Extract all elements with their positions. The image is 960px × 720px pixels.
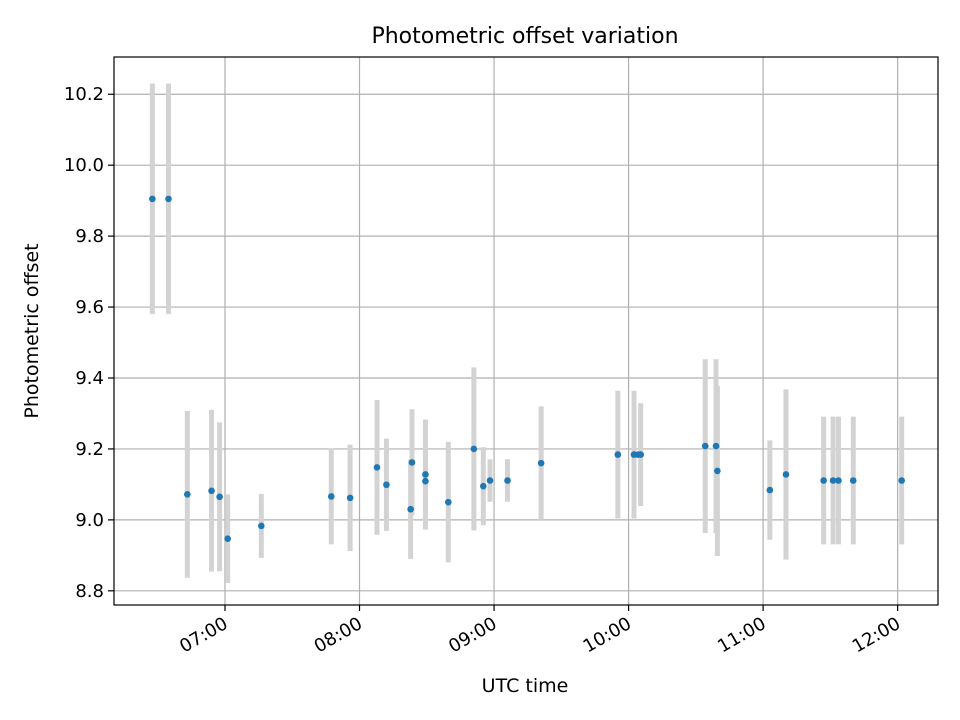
data-point	[346, 494, 354, 502]
data-point	[327, 493, 335, 500]
x-tick-label: 12:00	[849, 613, 904, 657]
data-points	[149, 195, 905, 542]
data-point	[898, 477, 905, 484]
x-axis-label: UTC time	[482, 675, 569, 697]
data-point	[383, 481, 390, 489]
x-axis: 07:00 08:00 09:00 10:00 11:00 12:00	[176, 605, 904, 657]
error-bars	[149, 83, 905, 584]
y-tick-label: 9.2	[75, 439, 104, 460]
grid	[114, 57, 938, 605]
y-tick-label: 10.0	[64, 155, 104, 176]
y-tick-label: 10.2	[64, 84, 104, 105]
data-point	[637, 451, 644, 458]
data-point	[422, 471, 429, 478]
y-axis: 8.8 9.0 9.2 9.4 9.6 9.8 10.0 10.2	[64, 84, 114, 602]
x-tick-label: 09:00	[445, 613, 500, 657]
data-point	[829, 477, 837, 484]
x-tick-label: 11:00	[714, 613, 769, 657]
data-point	[714, 467, 721, 475]
data-point	[820, 477, 827, 484]
y-tick-label: 9.6	[75, 297, 104, 318]
data-point	[537, 459, 545, 467]
data-point	[766, 486, 774, 494]
data-point	[258, 522, 265, 530]
data-point	[149, 195, 156, 203]
x-tick-label: 07:00	[176, 613, 231, 657]
data-point	[216, 493, 223, 501]
x-tick-label: 10:00	[580, 613, 635, 657]
data-point	[849, 477, 857, 484]
data-point	[408, 459, 416, 466]
y-tick-label: 9.4	[75, 368, 104, 389]
data-point	[208, 487, 215, 495]
data-point	[479, 482, 487, 490]
data-point	[504, 477, 511, 484]
data-point	[445, 498, 452, 506]
data-point	[835, 477, 842, 484]
y-tick-label: 8.8	[75, 581, 104, 602]
chart-title: Photometric offset variation	[371, 24, 678, 49]
data-point	[712, 442, 720, 450]
data-point	[165, 195, 172, 203]
data-point	[614, 451, 622, 458]
y-tick-label: 9.8	[75, 226, 104, 247]
data-point	[701, 442, 709, 450]
data-point	[184, 491, 191, 498]
data-point	[486, 477, 494, 484]
x-tick-label: 08:00	[311, 613, 366, 657]
data-point	[470, 445, 478, 453]
data-point	[407, 505, 414, 513]
data-point	[373, 464, 381, 471]
data-point	[422, 477, 429, 485]
y-axis-label: Photometric offset	[21, 243, 43, 418]
data-point	[224, 535, 231, 542]
plot-area-frame	[113, 56, 939, 606]
data-point	[782, 471, 790, 478]
y-tick-label: 9.0	[75, 510, 104, 531]
